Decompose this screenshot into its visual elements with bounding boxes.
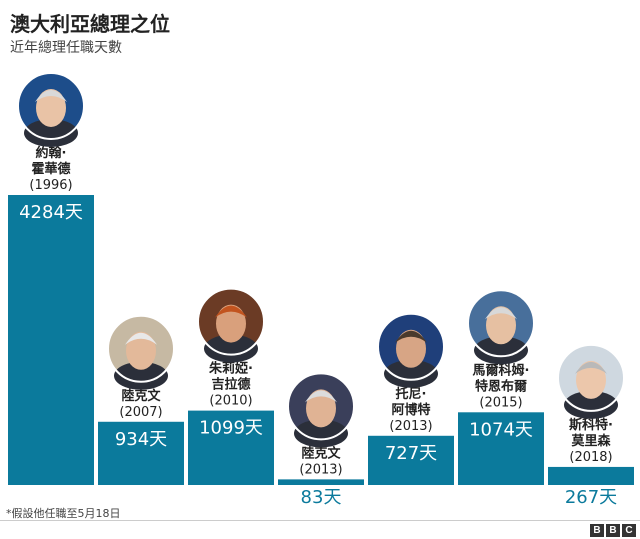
data-label: 1074天 [469, 419, 533, 440]
bar [8, 195, 94, 485]
bbc-logo: B B C [590, 524, 636, 537]
portrait-2-suit [204, 334, 258, 363]
logo-letter: B [606, 524, 620, 537]
data-label: 934天 [115, 429, 167, 450]
data-label: 267天 [565, 487, 617, 508]
category-year-label: (2018) [569, 450, 612, 465]
footnote: *假設他任職至5月18日 [6, 507, 121, 520]
data-label: 727天 [385, 443, 437, 464]
portrait-6-suit [564, 390, 618, 419]
portrait-3-hair [305, 390, 337, 403]
portrait-2-face [216, 304, 246, 343]
bar [458, 412, 544, 485]
portrait-4-hair [395, 330, 427, 343]
portrait-2-hair [215, 305, 247, 318]
logo-letter: C [622, 524, 636, 537]
bar [368, 435, 454, 485]
portrait-5-frame [467, 289, 535, 358]
bar [188, 410, 274, 485]
portrait-1-frame [107, 314, 175, 383]
portrait-4-suit [384, 359, 438, 388]
category-name-label: 朱莉婭· [208, 361, 253, 377]
category-year-label: (2010) [209, 394, 252, 409]
portrait-3-face [306, 389, 336, 428]
portrait-1-face [126, 331, 156, 370]
portrait-5-suit [474, 336, 528, 365]
portrait-5-hair [485, 307, 517, 320]
portrait-3-suit [294, 419, 348, 448]
portrait-0-frame [17, 72, 85, 140]
category-year-label: (2013) [389, 419, 432, 434]
data-label: 4284天 [19, 202, 83, 223]
category-year-label: (2007) [119, 405, 162, 420]
portrait-2-frame [197, 287, 265, 356]
category-name-label: 托尼· [396, 386, 427, 402]
data-label: 83天 [301, 487, 342, 508]
category-name-label: 斯科特· [569, 417, 613, 433]
portrait-0-suit [24, 119, 78, 147]
portrait-3-frame [287, 372, 355, 441]
data-label: 1099天 [199, 418, 263, 439]
portrait-5-face [486, 306, 516, 345]
portrait-0-hair [35, 90, 67, 102]
category-name-label: 陸克文 [121, 388, 161, 404]
category-name-label: 吉拉德 [211, 377, 250, 393]
portrait-6-face [576, 360, 606, 399]
portrait-1-hair [125, 332, 157, 345]
category-name-label: 特恩布爾 [475, 378, 527, 394]
chart-subtitle: 近年總理任職天數 [10, 40, 122, 56]
bar [98, 421, 184, 485]
portrait-6-hair [575, 361, 607, 374]
bar [278, 479, 364, 485]
chart-title: 澳大利亞總理之位 [10, 12, 170, 36]
portrait-4-face [396, 329, 426, 368]
bar [548, 466, 634, 485]
portrait-0-face [36, 89, 66, 127]
category-year-label: (2013) [299, 462, 342, 477]
category-name-label: 霍華德 [31, 161, 70, 177]
category-year-label: (2015) [479, 395, 522, 410]
portrait-4-frame [377, 312, 445, 381]
category-year-label: (1996) [29, 178, 72, 193]
portrait-6-frame [557, 343, 625, 412]
portrait-1-suit [114, 361, 168, 390]
footer-divider [0, 520, 640, 521]
category-name-label: 陸克文 [301, 445, 341, 461]
category-name-label: 約翰· [36, 145, 67, 161]
category-name-label: 莫里森 [570, 433, 611, 449]
logo-letter: B [590, 524, 604, 537]
category-name-label: 阿博特 [391, 402, 430, 418]
category-name-label: 馬爾科姆· [473, 362, 530, 378]
